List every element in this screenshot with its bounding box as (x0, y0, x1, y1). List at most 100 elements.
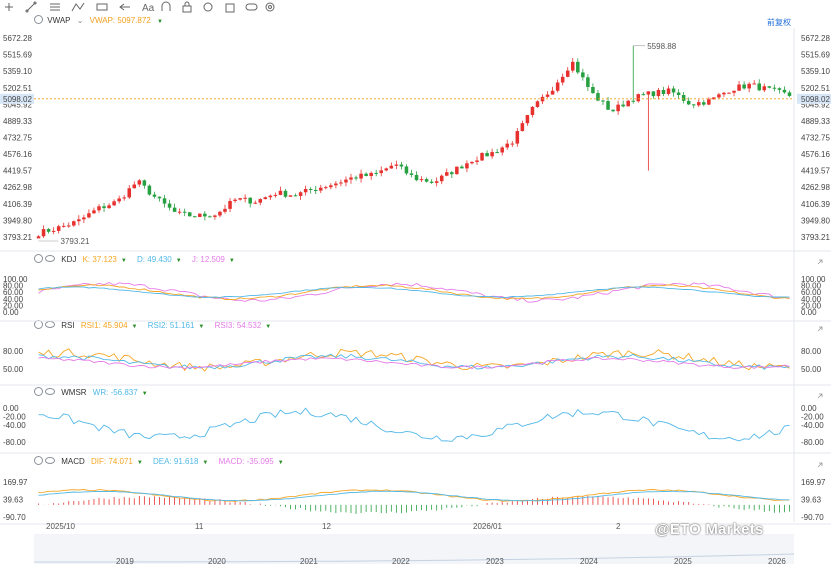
navigator-year-label: 2025 (674, 557, 692, 566)
candle-body (434, 181, 439, 183)
candle-body (555, 82, 560, 91)
candle-body (661, 89, 666, 94)
main-right-tick-label: 4106.39 (801, 200, 830, 209)
candle-body (515, 131, 520, 144)
pattern-icon[interactable] (71, 2, 85, 12)
macd-name: MACD (61, 457, 85, 466)
last-price-tag-right (797, 93, 831, 104)
eye-icon[interactable] (45, 255, 55, 262)
candle-body (576, 61, 580, 73)
settings-gear-icon[interactable] (34, 387, 43, 396)
ruler-icon[interactable] (96, 3, 108, 11)
candle-body (127, 188, 132, 198)
candle-body (329, 185, 333, 188)
dea-dropdown-icon[interactable]: ▼ (202, 460, 209, 466)
candle-body (278, 190, 283, 195)
main-right-tick-label: 5672.28 (801, 34, 830, 43)
dif-dropdown-icon[interactable]: ▼ (136, 460, 143, 466)
settings-icon[interactable] (265, 2, 275, 12)
candle-body (560, 76, 565, 83)
candle-body (283, 190, 288, 197)
wr-dropdown-icon[interactable]: ▼ (141, 391, 148, 397)
candle-body (364, 173, 368, 177)
candle-body (616, 104, 620, 112)
fib-icon[interactable] (50, 3, 60, 11)
candle-body (535, 101, 540, 107)
main-right-tick-label: 4732.75 (801, 133, 830, 142)
magnet-icon[interactable] (161, 1, 171, 11)
main-right-tick-label: 3793.21 (801, 233, 830, 242)
candle-body (656, 89, 661, 97)
candle-body (681, 95, 686, 101)
main-right-tick-label: 4419.57 (801, 167, 830, 176)
kdj-k-dropdown-icon[interactable]: ▼ (120, 258, 127, 264)
candle-body (465, 163, 469, 169)
settings-gear-icon[interactable] (34, 320, 43, 329)
kdj-left-tick-label: 0.00 (3, 308, 19, 317)
macd-histogram-group (38, 495, 790, 514)
candle-body (167, 203, 172, 208)
candle-body (520, 123, 525, 132)
rsi2-dropdown-icon[interactable]: ▼ (198, 324, 205, 330)
settings-gear-icon[interactable] (34, 15, 43, 24)
settings-gear-icon[interactable] (34, 254, 43, 263)
high-price-label: 5598.88 (647, 42, 676, 51)
eye-icon[interactable] (45, 321, 55, 328)
candle-body (228, 201, 232, 209)
candle-body (621, 104, 625, 107)
candle-body (334, 183, 338, 186)
kdj-right-tick-label: 40.00 (801, 295, 822, 304)
wmsr-header: WMSR WR: -56.837 ▼ (34, 387, 156, 399)
vwap-dropdown-icon[interactable]: ▼ (156, 19, 163, 25)
chevron-down-icon[interactable]: ⌄ (76, 16, 84, 25)
candle-body (606, 101, 610, 110)
kdj-j-dropdown-icon[interactable]: ▼ (228, 258, 235, 264)
main-left-tick-label: 4419.57 (3, 167, 32, 176)
candle-body (419, 179, 424, 181)
text-icon[interactable]: Aa (142, 3, 155, 13)
crosshair-icon[interactable] (5, 3, 13, 11)
dif-value: DIF: 74.071 (91, 457, 133, 466)
wr-value: WR: -56.837 (92, 388, 138, 397)
candle-body (596, 93, 600, 101)
trend-line-icon[interactable] (25, 1, 37, 13)
compare-icon[interactable] (245, 3, 258, 11)
hide-icon[interactable] (203, 2, 213, 12)
candle-body (636, 94, 641, 102)
last-price-tag-left (0, 93, 34, 104)
last-price-label-right: 5098.02 (801, 95, 830, 104)
main-right-tick-label: 4889.33 (801, 117, 830, 126)
rsi1-dropdown-icon[interactable]: ▼ (131, 324, 138, 330)
settings-gear-icon[interactable] (34, 456, 43, 465)
candle-body (500, 147, 504, 153)
macd-dropdown-icon[interactable]: ▼ (277, 460, 284, 466)
arrow-icon[interactable] (119, 3, 130, 11)
candle-body (223, 208, 227, 212)
kdj-left-tick-label: 20.00 (3, 301, 24, 310)
rsi3-dropdown-icon[interactable]: ▼ (265, 324, 272, 330)
lock-icon[interactable] (182, 1, 192, 13)
candle-body (213, 215, 217, 217)
dea-value: DEA: 91.618 (153, 457, 199, 466)
main-left-tick-label: 5202.51 (3, 84, 32, 93)
rsi-right-tick-label: 50.00 (801, 365, 822, 374)
main-right-tick-label: 4262.98 (801, 183, 830, 192)
restore-button[interactable]: 前复权 (767, 18, 791, 27)
candle-body (525, 115, 530, 124)
candle-body (717, 94, 721, 98)
kdj-left-tick-label: 60.00 (3, 288, 24, 297)
candle-body (208, 216, 212, 218)
candle-body (691, 104, 696, 106)
candle-body (505, 143, 510, 148)
candle-body (777, 88, 782, 90)
eye-icon[interactable] (45, 388, 55, 395)
eye-icon[interactable] (45, 457, 55, 464)
kdj-right-tick-label: 20.00 (801, 301, 822, 310)
candle-body (36, 236, 41, 239)
candle-body (288, 195, 293, 197)
kdj-d-dropdown-icon[interactable]: ▼ (175, 258, 182, 264)
wr-line (38, 407, 790, 442)
expand-icon (817, 326, 823, 332)
delete-icon[interactable] (225, 3, 235, 13)
x-axis-label: 12 (322, 522, 331, 531)
